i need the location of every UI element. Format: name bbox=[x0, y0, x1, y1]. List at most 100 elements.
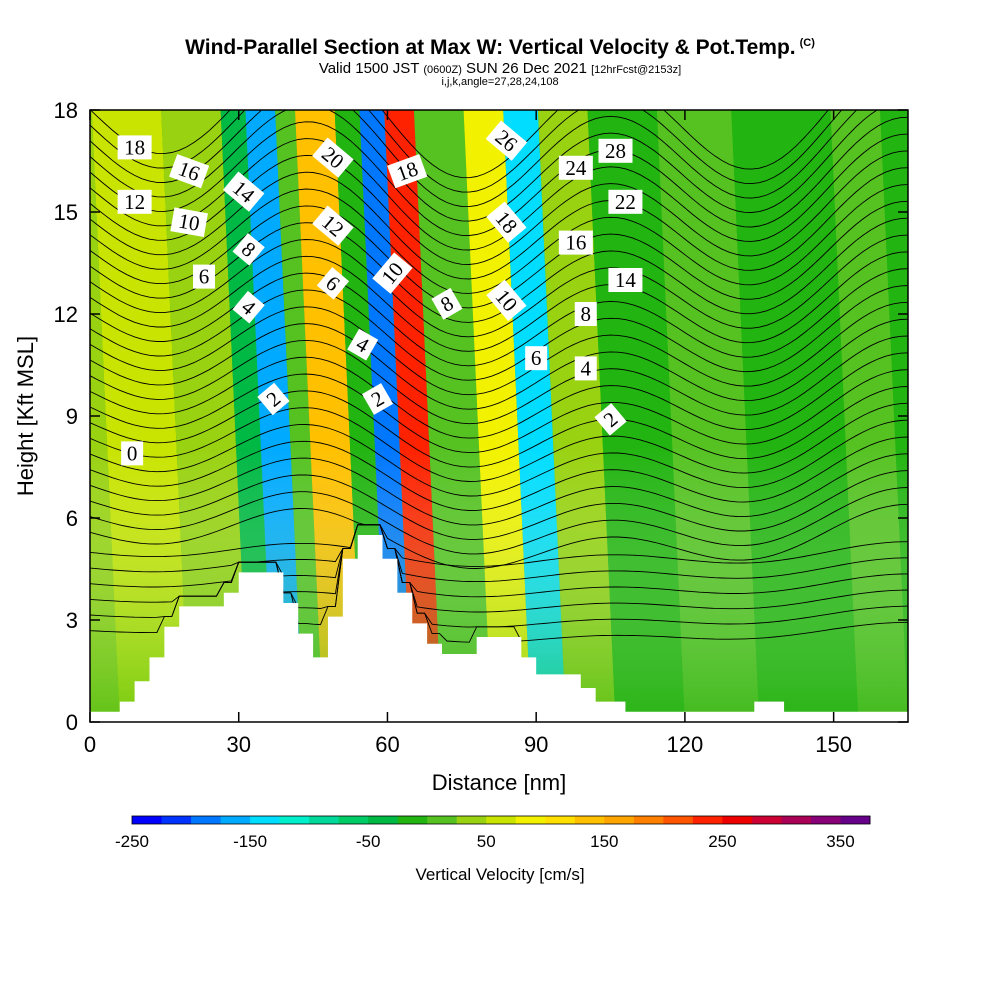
colorbar-swatch-5 bbox=[279, 816, 310, 824]
contour-label-box bbox=[558, 230, 593, 255]
isentrope-line-13 bbox=[90, 386, 908, 468]
contour-label-box bbox=[372, 252, 413, 294]
colorbar-swatch-2 bbox=[191, 816, 222, 824]
colorbar-swatch-3 bbox=[220, 816, 251, 824]
forecast-info: [12hrFcst@2153z] bbox=[591, 64, 682, 76]
colorbar-tick-label: -250 bbox=[115, 832, 149, 851]
colorbar: -250 -150 -50 50 150 250 350 bbox=[115, 815, 871, 851]
contour-label-box bbox=[387, 154, 428, 189]
terrain bbox=[90, 535, 908, 722]
colorbar-swatch-14 bbox=[545, 816, 576, 824]
contour-label-box bbox=[170, 207, 208, 237]
contour-label-box bbox=[594, 403, 627, 436]
contour-label-29: 2 bbox=[594, 403, 627, 436]
contour-label-box bbox=[525, 346, 548, 371]
y-tick-label: 18 bbox=[54, 98, 78, 123]
contour-label-box bbox=[558, 155, 593, 180]
contour-label-24: 8 bbox=[574, 302, 597, 326]
contour-label-box bbox=[312, 205, 354, 246]
contour-label-text: 24 bbox=[565, 156, 587, 180]
colorbar-swatch-23 bbox=[810, 816, 841, 824]
colorbar-tick-label: 350 bbox=[826, 832, 854, 851]
contour-label-box bbox=[193, 264, 216, 289]
contour-label-box bbox=[486, 279, 527, 322]
x-tick-label: 60 bbox=[375, 732, 399, 757]
contour-label-7: 4 bbox=[232, 290, 265, 324]
contour-label-14: 2 bbox=[362, 383, 394, 415]
contour-label-text: 4 bbox=[581, 356, 592, 380]
x-tick-label: 150 bbox=[815, 732, 852, 757]
contour-label-text: 6 bbox=[199, 265, 210, 289]
contour-label-3: 12 bbox=[117, 189, 152, 214]
isentrope-line-26 bbox=[90, 167, 908, 280]
contour-label-23: 16 bbox=[558, 230, 593, 255]
colorbar-swatch-11 bbox=[456, 816, 487, 824]
colorbar-swatch-16 bbox=[604, 816, 635, 824]
isentrope-line-8 bbox=[90, 470, 908, 540]
isentrope-line-33 bbox=[90, 110, 829, 179]
y-tick-label: 12 bbox=[54, 302, 78, 327]
isentrope-line-20 bbox=[90, 268, 908, 367]
colorbar-swatch-10 bbox=[427, 816, 458, 824]
isentrope-line-25 bbox=[90, 184, 908, 294]
colorbar-swatch-7 bbox=[338, 816, 369, 824]
contour-label-1: 16 bbox=[169, 154, 210, 189]
isentrope-line-18 bbox=[90, 301, 908, 396]
colorbar-swatch-12 bbox=[486, 816, 517, 824]
contour-labels: 1816141210864202012642181082618106241684… bbox=[117, 120, 643, 466]
isentrope-line-10 bbox=[90, 436, 908, 511]
contour-label-box bbox=[257, 382, 290, 416]
isentrope-line-21 bbox=[90, 251, 908, 352]
valid-suffix: SUN 26 Dec 2021 bbox=[466, 60, 587, 77]
x-tick-label: 90 bbox=[524, 732, 548, 757]
colorbar-swatch-6 bbox=[309, 816, 340, 824]
isentrope-line-9 bbox=[90, 453, 908, 526]
contour-label-box bbox=[316, 267, 350, 300]
contour-label-box bbox=[222, 171, 265, 212]
contour-label-box bbox=[232, 233, 265, 266]
contour-label-22: 24 bbox=[558, 155, 593, 180]
colorbar-tick-label: -50 bbox=[356, 832, 381, 851]
y-tick-label: 0 bbox=[66, 710, 78, 735]
y-axis-title: Height [Kft MSL] bbox=[13, 336, 38, 496]
x-tick-label: 120 bbox=[667, 732, 704, 757]
isentrope-line-17 bbox=[90, 318, 908, 410]
isentrope-line-31 bbox=[90, 110, 858, 208]
colorbar-tick-label: 250 bbox=[708, 832, 736, 851]
colorbar-frame bbox=[131, 815, 871, 825]
contour-label-21: 6 bbox=[525, 346, 548, 371]
contour-label-text: 0 bbox=[127, 441, 138, 465]
contour-label-text: 8 bbox=[581, 302, 592, 326]
isentrope-line-11 bbox=[90, 419, 908, 497]
contour-label-text: 12 bbox=[124, 190, 145, 214]
x-tick-label: 30 bbox=[226, 732, 250, 757]
contour-label-25: 4 bbox=[574, 356, 597, 381]
isentrope-line-12 bbox=[90, 402, 908, 482]
isentrope-line-4 bbox=[90, 524, 908, 583]
y-tick-label: 6 bbox=[66, 506, 78, 531]
valid-utc: (0600Z) bbox=[423, 64, 462, 76]
isentrope-line-23 bbox=[90, 217, 908, 323]
contour-label-8: 2 bbox=[257, 382, 290, 416]
colorbar-swatch-22 bbox=[781, 816, 812, 824]
y-tick-label: 15 bbox=[54, 200, 78, 225]
contour-label-box bbox=[347, 328, 379, 361]
contour-label-box bbox=[486, 201, 527, 243]
contour-label-box bbox=[574, 356, 597, 381]
contour-label-text: 16 bbox=[565, 231, 586, 255]
isentrope-line-7 bbox=[90, 487, 908, 555]
contour-label-13: 4 bbox=[347, 328, 379, 361]
colorbar-swatch-4 bbox=[250, 816, 281, 824]
contour-label-box bbox=[121, 441, 144, 466]
contour-label-9: 0 bbox=[121, 441, 144, 466]
y-tick-label: 9 bbox=[66, 404, 78, 429]
contour-label-12: 6 bbox=[316, 267, 350, 300]
contour-label-4: 10 bbox=[170, 207, 208, 237]
contour-label-box bbox=[574, 302, 597, 326]
contour-label-text: 6 bbox=[531, 346, 542, 370]
contour-label-0: 18 bbox=[117, 135, 152, 160]
potential-temperature-contours bbox=[90, 110, 908, 643]
isentrope-line-14 bbox=[90, 369, 908, 454]
isentrope-line-6 bbox=[90, 503, 908, 569]
contour-label-5: 8 bbox=[232, 233, 265, 266]
